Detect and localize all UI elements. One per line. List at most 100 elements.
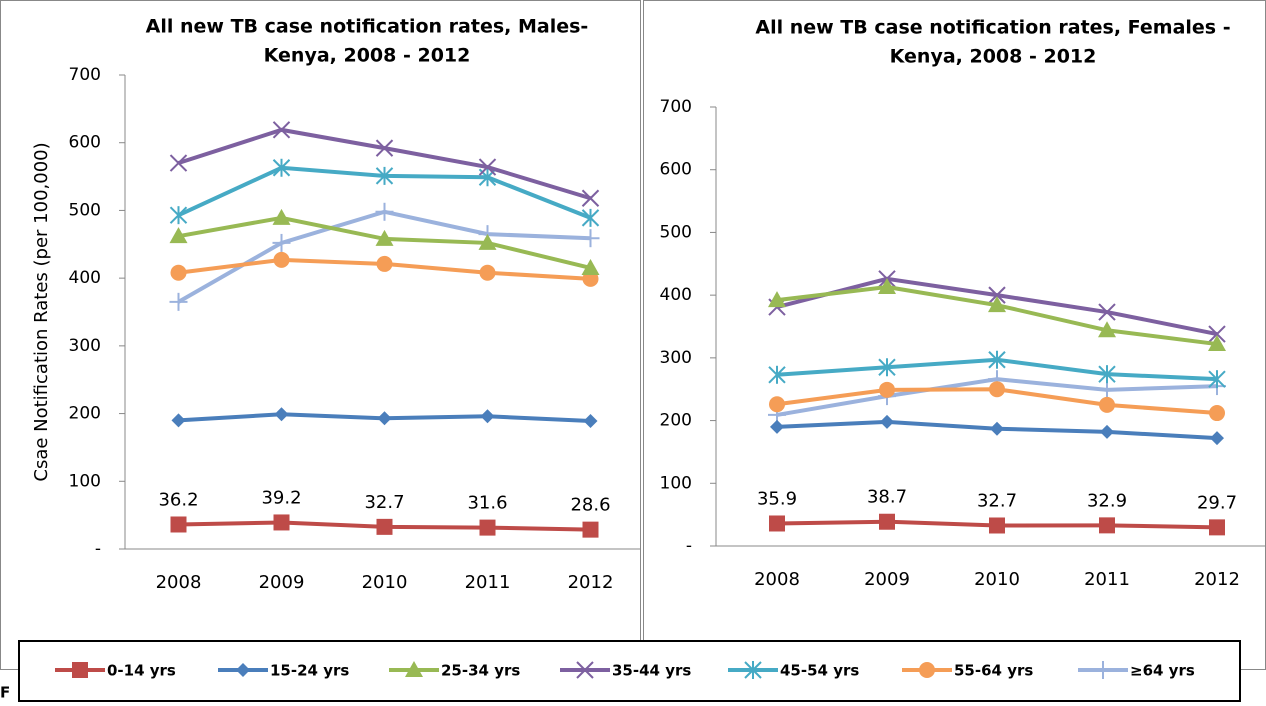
data-point <box>988 296 1006 313</box>
data-point <box>375 229 394 246</box>
data-point <box>169 206 188 225</box>
data-point <box>582 521 599 538</box>
data-point <box>274 407 289 422</box>
data-point <box>1208 335 1226 352</box>
marker-stroke <box>988 286 1006 304</box>
legend-marker <box>236 663 250 677</box>
marker-stroke <box>478 158 497 176</box>
legend-marker <box>1094 661 1112 679</box>
y-tick-label: - <box>686 536 692 556</box>
data-label: 32.7 <box>364 492 404 513</box>
data-point <box>1098 380 1116 399</box>
data-point <box>479 264 496 281</box>
data-point <box>581 189 600 207</box>
data-point <box>376 255 393 272</box>
data-point <box>375 202 394 221</box>
data-point <box>581 229 600 248</box>
data-label: 32.7 <box>977 490 1017 511</box>
y-tick-label: 600 <box>660 160 692 180</box>
data-point <box>272 121 291 139</box>
y-axis-label: Csae Notification Rates (per 100,000) <box>31 142 52 481</box>
data-label: 38.7 <box>867 487 907 508</box>
data-point <box>768 365 786 384</box>
data-point <box>478 158 497 176</box>
y-tick-label: 100 <box>69 471 101 491</box>
y-tick-label: 500 <box>69 200 101 220</box>
legend-label: 55-64 yrs <box>954 662 1033 680</box>
x-tick-label: 2008 <box>156 572 202 593</box>
data-point <box>769 515 785 532</box>
legend-item: 55-64 yrs <box>902 662 1033 680</box>
legend-item: 0-14 yrs <box>55 662 176 680</box>
marker-stroke <box>576 661 594 679</box>
legend-label: 45-54 yrs <box>780 662 859 680</box>
legend-label: 25-34 yrs <box>441 662 520 680</box>
y-tick-label: 400 <box>660 285 692 305</box>
x-tick-label: 2011 <box>1084 569 1130 590</box>
chart-title: Kenya, 2008 - 2012 <box>890 46 1097 68</box>
data-point <box>583 414 598 429</box>
data-point <box>770 419 784 434</box>
legend-marker <box>919 662 935 678</box>
marker-stroke <box>169 154 188 172</box>
data-point <box>170 264 187 281</box>
legend-label: 15-24 yrs <box>270 662 349 680</box>
legend-marker <box>744 661 762 679</box>
data-point <box>581 208 600 227</box>
data-point <box>1100 424 1114 439</box>
y-tick-label: 400 <box>69 268 101 288</box>
legend-label: ≥64 yrs <box>1130 662 1195 680</box>
data-point <box>170 516 187 533</box>
data-point <box>478 233 497 250</box>
data-label: 28.6 <box>570 495 610 516</box>
x-tick-label: 2009 <box>864 569 910 590</box>
marker-stroke <box>1208 325 1226 343</box>
data-point <box>880 414 894 429</box>
data-point <box>990 421 1004 436</box>
data-point <box>1209 519 1225 536</box>
data-point <box>1210 431 1224 446</box>
data-point <box>375 166 394 185</box>
data-point <box>1099 517 1115 534</box>
data-point <box>988 350 1006 369</box>
data-point <box>273 514 290 531</box>
data-point <box>272 158 291 177</box>
y-tick-label: 300 <box>660 348 692 368</box>
x-tick-label: 2010 <box>974 569 1020 590</box>
data-point <box>272 208 291 225</box>
data-point <box>376 518 393 535</box>
data-point <box>169 227 188 244</box>
x-tick-label: 2011 <box>465 572 511 593</box>
legend-item: 45-54 yrs <box>728 661 859 680</box>
data-point <box>1098 365 1116 384</box>
y-tick-label: 700 <box>660 97 692 117</box>
data-point <box>768 291 786 308</box>
data-point <box>878 358 896 377</box>
x-tick-label: 2009 <box>259 572 305 593</box>
marker-stroke <box>581 189 600 207</box>
data-label: 36.2 <box>158 489 198 510</box>
legend-label: 0-14 yrs <box>107 662 176 680</box>
data-point <box>1208 325 1226 343</box>
data-point <box>171 413 186 428</box>
legend-marker <box>72 662 88 678</box>
data-point <box>879 513 895 530</box>
data-point <box>878 277 896 294</box>
data-label: 35.9 <box>757 488 797 509</box>
data-point <box>169 292 188 311</box>
legend-item: 35-44 yrs <box>560 661 691 680</box>
data-point <box>769 396 785 413</box>
legend-item: ≥64 yrs <box>1078 661 1195 680</box>
y-tick-label: 600 <box>69 133 101 153</box>
data-point <box>581 258 600 275</box>
data-point <box>1208 370 1226 389</box>
data-point <box>169 154 188 172</box>
data-point <box>1098 303 1116 321</box>
chart-title: Kenya, 2008 - 2012 <box>264 45 471 67</box>
y-tick-label: 200 <box>69 404 101 424</box>
data-point <box>1209 405 1225 422</box>
data-point <box>1099 396 1115 413</box>
x-tick-label: 2012 <box>1194 569 1240 590</box>
data-label: 29.7 <box>1197 492 1237 513</box>
